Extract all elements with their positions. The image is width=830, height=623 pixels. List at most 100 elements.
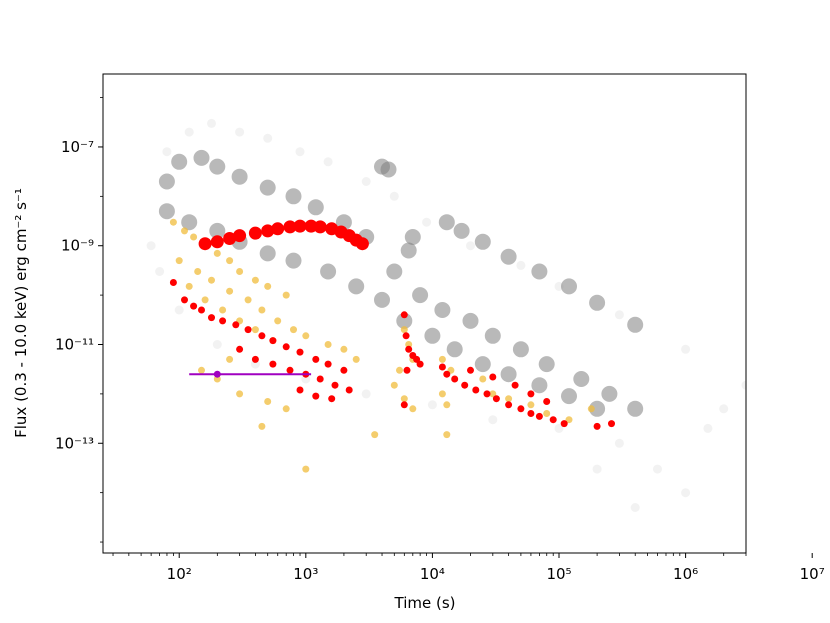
comparison-point: [400, 326, 408, 334]
background-light-point: [516, 260, 526, 270]
comparison-point: [282, 405, 290, 413]
comparison-point: [324, 341, 332, 348]
comparison-point: [251, 276, 259, 284]
background-light-point: [466, 241, 475, 251]
comparison-point: [175, 257, 183, 265]
background-dense-point: [412, 287, 429, 304]
background-dense-point: [348, 278, 365, 295]
background-light-point: [554, 281, 564, 291]
background-dense-point: [474, 356, 491, 373]
background-light-point: [488, 415, 498, 425]
x-axis-label: Time (s): [394, 594, 456, 612]
comparison-point: [443, 431, 451, 439]
highlight-plateau-point: [283, 220, 297, 234]
highlight-point: [416, 360, 424, 368]
background-dense-point: [512, 341, 529, 358]
background-dense-point: [561, 388, 577, 405]
highlight-point: [527, 410, 535, 417]
background-dense-point: [396, 312, 413, 329]
background-dense-point: [386, 263, 403, 280]
comparison-point: [169, 218, 177, 226]
comparison-point: [190, 233, 198, 241]
x-tick-label: 10²: [167, 565, 192, 583]
background-dense-point: [380, 161, 397, 178]
y-tick-label: 10⁻⁹: [61, 237, 94, 255]
background-dense-point: [474, 233, 491, 250]
background-dense-point: [538, 356, 555, 373]
comparison-point: [290, 326, 297, 334]
highlight-point: [282, 343, 290, 351]
highlight-point: [608, 420, 615, 428]
highlight-point: [269, 360, 277, 368]
highlight-point: [403, 366, 411, 374]
highlight-point: [543, 398, 551, 405]
background-dense-point: [320, 263, 337, 280]
highlight-point: [312, 392, 320, 400]
highlight-point: [258, 332, 266, 340]
comparison-point: [264, 282, 272, 290]
highlight-plateau-point: [313, 220, 327, 234]
highlight-point: [438, 363, 446, 371]
highlight-plateau-point: [261, 224, 275, 238]
comparison-point: [352, 355, 360, 363]
highlight-point: [169, 279, 177, 286]
x-tick-label: 10⁶: [673, 565, 698, 583]
highlight-point: [208, 314, 215, 322]
comparison-point: [258, 422, 266, 430]
background-dense-point: [531, 377, 548, 394]
plot-background: [103, 74, 746, 553]
highlight-point: [331, 381, 339, 389]
highlight-point: [472, 386, 480, 394]
comparison-point: [226, 355, 234, 363]
background-dense-point: [231, 168, 248, 185]
background-dense-point: [627, 316, 644, 333]
comparison-point: [438, 355, 446, 363]
highlight-point: [340, 366, 348, 374]
highlight-plateau-point: [355, 237, 369, 251]
background-dense-point: [285, 252, 302, 269]
comparison-point: [479, 375, 487, 383]
highlight-point: [296, 348, 304, 356]
background-dense-point: [589, 400, 606, 417]
background-dense-point: [561, 278, 577, 295]
x-tick-label: 10³: [293, 565, 318, 583]
comparison-point: [409, 405, 417, 413]
highlight-point: [405, 345, 413, 353]
background-light-point: [653, 464, 662, 474]
comparison-point: [198, 366, 205, 374]
background-light-point: [389, 191, 399, 201]
background-dense-point: [446, 341, 463, 358]
background-dense-point: [181, 214, 198, 231]
comparison-point: [251, 326, 259, 334]
background-dense-point: [209, 158, 226, 175]
comparison-point: [213, 249, 221, 257]
highlight-point: [190, 302, 198, 310]
comparison-point: [181, 227, 188, 235]
comparison-point: [208, 276, 215, 284]
background-light-point: [184, 127, 194, 137]
background-light-point: [361, 389, 371, 399]
comparison-point: [244, 296, 252, 304]
background-dense-point: [453, 222, 470, 239]
background-light-point: [207, 118, 216, 128]
highlight-point: [286, 366, 294, 374]
comparison-point: [185, 282, 193, 290]
highlight-point: [511, 381, 519, 389]
background-light-point: [155, 267, 165, 276]
comparison-point: [340, 345, 348, 353]
highlight-plateau-point: [233, 229, 247, 243]
comparison-point: [489, 390, 497, 398]
highlight-point: [345, 386, 353, 394]
comparison-point: [565, 416, 573, 424]
highlight-point: [451, 375, 459, 383]
highlight-point: [549, 416, 557, 424]
comparison-point: [219, 306, 227, 314]
background-light-point: [263, 133, 273, 143]
comparison-point: [194, 268, 202, 275]
background-dense-point: [434, 302, 451, 318]
highlight-plateau-point: [223, 232, 237, 245]
comparison-point: [505, 395, 513, 403]
comparison-point: [390, 381, 398, 389]
y-tick-label: 10⁻⁷: [61, 138, 94, 156]
